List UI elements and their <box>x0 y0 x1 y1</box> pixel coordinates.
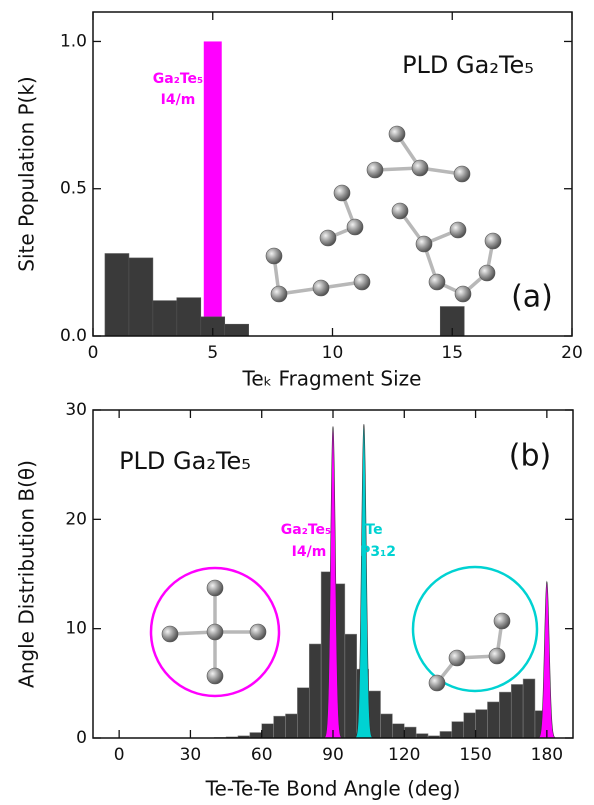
peak <box>537 580 557 739</box>
bar <box>439 731 453 739</box>
y-tick-label: 0.0 <box>60 326 87 346</box>
bar <box>510 684 524 739</box>
annotation: I4/m <box>161 92 196 108</box>
annotation: Ga₂Te₅ <box>153 71 203 87</box>
inset-circle <box>411 565 539 693</box>
bar <box>463 712 476 739</box>
x-axis-label: Te-Te-Te Bond Angle (deg) <box>205 777 461 801</box>
bar <box>499 691 512 739</box>
bar <box>344 633 358 739</box>
x-tick-label: 120 <box>388 745 420 765</box>
bar <box>297 687 310 739</box>
data-layer: 0 5 10 15 20 0.0 0.5 1.0 0 30 60 90 120 150 180 0 10 20 30 <box>60 11 583 765</box>
panel-label: (a) <box>511 280 553 315</box>
bar <box>475 709 488 739</box>
x-tick-label: 90 <box>322 745 344 765</box>
bar <box>380 713 393 739</box>
bar <box>104 253 130 337</box>
chart-title: PLD Ga₂Te₅ <box>402 51 534 79</box>
bar <box>203 41 222 337</box>
chart-title: PLD Ga₂Te₅ <box>119 447 251 475</box>
x-tick-label: 60 <box>251 745 273 765</box>
y-tick-label: 1.0 <box>60 31 87 51</box>
bar <box>451 721 464 739</box>
bar <box>392 723 405 739</box>
bar <box>152 300 178 337</box>
x-tick-label: 30 <box>180 745 202 765</box>
x-tick-label: 0 <box>114 745 125 765</box>
x-tick-label: 0 <box>88 343 99 363</box>
bar <box>128 257 154 337</box>
bar <box>487 701 500 739</box>
annotation: Te <box>365 522 382 538</box>
inset-circle <box>149 566 281 698</box>
x-tick-label: 15 <box>441 343 463 363</box>
peak <box>354 424 374 739</box>
y-tick-label: 30 <box>65 400 87 420</box>
molecules-a <box>265 125 502 303</box>
bar <box>249 732 262 739</box>
annotation: I4/m <box>292 544 327 560</box>
y-tick-label: 0.5 <box>60 179 87 199</box>
x-tick-label: 180 <box>531 745 563 765</box>
bar <box>285 713 298 739</box>
panel-label: (b) <box>509 439 551 474</box>
bar <box>308 643 322 739</box>
bar <box>404 726 417 739</box>
x-tick-label: 10 <box>322 343 344 363</box>
x-tick-label: 20 <box>561 343 583 363</box>
molecules-b <box>149 565 539 698</box>
y-axis-label: Site Population P(k) <box>15 76 39 271</box>
annotation: P3₁2 <box>360 544 396 560</box>
bar <box>224 323 249 337</box>
x-tick-label: 150 <box>459 745 491 765</box>
x-tick-label: 5 <box>207 343 218 363</box>
y-tick-label: 20 <box>65 509 87 529</box>
x-axis-label: Teₖ Fragment Size <box>242 367 422 391</box>
peak <box>323 426 343 739</box>
bar <box>522 678 536 739</box>
bar <box>176 297 202 337</box>
annotation: Ga₂Te₅ <box>281 522 331 538</box>
bar <box>273 715 286 739</box>
y-tick-label: 10 <box>65 619 87 639</box>
y-axis-label: Angle Distribution B(θ) <box>15 460 39 688</box>
bar <box>261 723 274 739</box>
y-tick-label: 0 <box>76 728 87 748</box>
